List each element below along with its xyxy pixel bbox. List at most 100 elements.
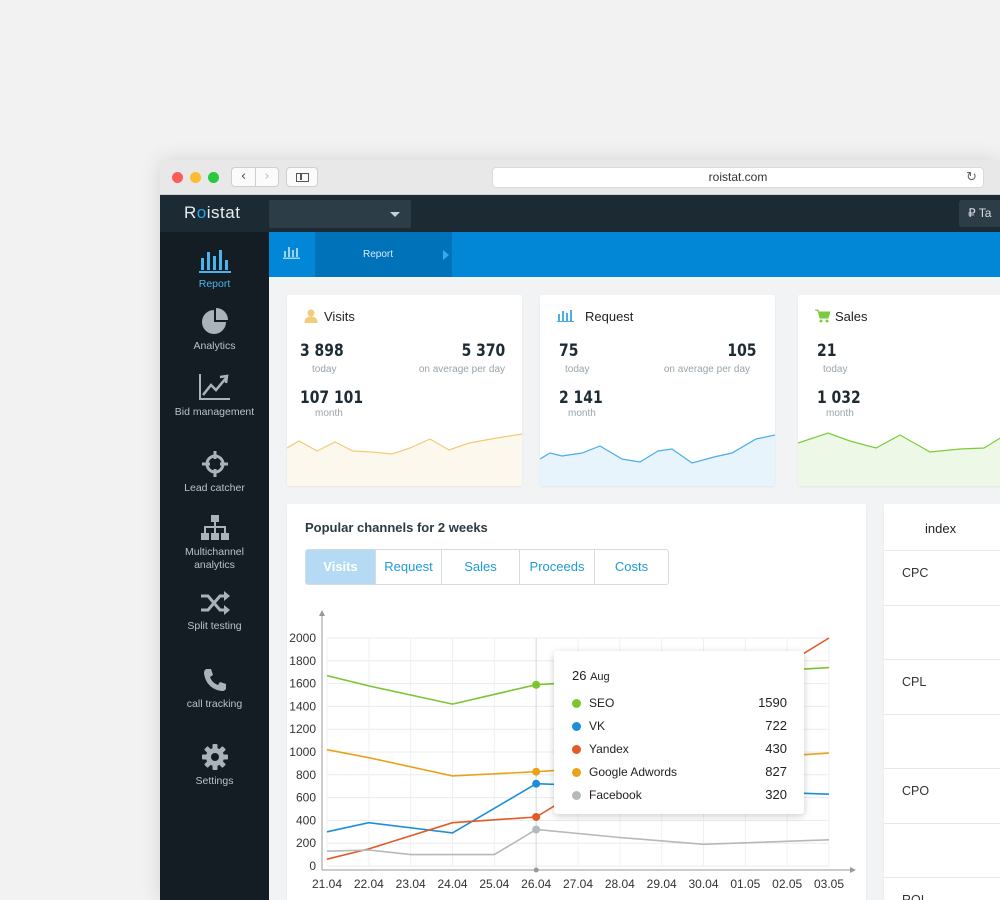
roistat-logo[interactable]: Roistat [184,203,241,222]
x-tick-label: 02.05 [772,877,802,891]
month-value: 107 101 [300,388,364,408]
y-tick-label: 400 [296,813,316,827]
reload-icon[interactable]: ↻ [966,170,977,185]
sales-button[interactable]: Sales [442,550,520,584]
x-tick-label: 26.04 [521,877,551,891]
request-sparkline [540,434,775,486]
maximize-window-button[interactable] [208,172,219,183]
sidebar-item-call-tracking[interactable]: call tracking [160,666,269,711]
legend-dot [572,745,581,754]
series-point [532,779,541,788]
series-name: Yandex [589,742,629,756]
table-row[interactable]: CPO [884,768,1000,823]
report-tab-bar: Report [269,232,1000,277]
average-label: on average per day [663,364,750,375]
tab-report[interactable]: Report [315,232,452,277]
series-value: 1590 [758,695,787,710]
today-label: today [823,364,848,375]
y-tick-label: 1800 [289,654,316,668]
bar-chart-icon[interactable] [283,245,300,259]
legend-dot [572,768,581,777]
series-name: Google Adwords [589,765,678,779]
crosshair-icon [201,451,228,477]
month-label: month [568,408,596,419]
month-value: 2 141 [559,388,603,408]
minimize-window-button[interactable] [190,172,201,183]
average-value: 5 370 [461,341,505,361]
x-tick-label: 03.05 [814,877,844,891]
sidebar-item-analytics[interactable]: Analytics [160,308,269,353]
person-icon [304,309,318,323]
sidebar-item-label: Split testing [187,620,242,632]
table-row[interactable] [884,713,1000,769]
y-tick-label: 800 [296,768,316,782]
table-row[interactable] [884,604,1000,660]
cart-icon [815,309,830,323]
tariff-button[interactable]: ₽ Ta [959,200,1000,227]
today-label: today [565,364,590,375]
gear-icon [201,744,228,770]
x-tick-label: 23.04 [396,877,426,891]
sidebar-item-split-testing[interactable]: Split testing [160,590,269,633]
forward-arrow-icon[interactable]: › [254,168,278,186]
url-text: roistat.com [708,170,768,184]
card-title: Request [585,309,634,324]
today-value: 75 [559,341,579,361]
costs-button[interactable]: Costs [614,559,649,574]
sidebar-item-label: Analytics [193,340,236,352]
series-value: 722 [765,718,787,733]
legend-dot [572,791,581,800]
series-name: SEO [589,696,615,710]
sidebar-toggle-button[interactable] [286,167,318,187]
tariff-label: Ta [978,206,992,220]
app-header: Roistat ₽ Ta [160,195,1000,232]
month-value: 1 032 [817,388,861,408]
index-label: CPC [902,566,929,580]
sidebar-item-bid-management[interactable]: Bid management [160,372,269,419]
sidebar-icon [296,173,309,182]
x-tick-label: 01.05 [730,877,760,891]
back-arrow-icon[interactable]: ‹ [240,169,247,184]
popular-channels-panel: Popular channels for 2 weeks Visits Requ… [287,504,866,900]
series-value: 827 [765,764,787,779]
trend-chart-icon [198,374,230,400]
address-bar[interactable]: roistat.com ↻ [492,167,984,188]
tooltip-row: Google Adwords 827 [572,764,787,782]
index-label: CPO [902,784,930,798]
series-value: 430 [765,741,787,756]
sidebar-item-label: Multichannel analytics [185,546,244,571]
table-row[interactable]: ROI [884,877,1000,900]
index-header: index [925,521,957,536]
sales-card: Sales 21 today 1 032 month [798,295,1000,486]
sidebar-item-lead-catcher[interactable]: Lead catcher [160,450,269,495]
table-row[interactable] [884,822,1000,878]
metric-button-group: Visits Request Sales Proceeds Costs [305,549,669,585]
proceeds-button[interactable]: Proceeds [520,550,595,584]
tooltip-row: SEO 1590 [572,695,787,713]
table-row[interactable]: CPC [884,550,1000,605]
project-select[interactable] [269,200,411,228]
index-label: ROI [902,893,925,900]
y-tick-label: 200 [296,836,316,850]
close-window-button[interactable] [172,172,183,183]
pie-chart-icon [201,308,228,334]
table-row[interactable]: CPL [884,659,1000,714]
legend-dot [572,699,581,708]
index-label: CPL [902,675,927,689]
visits-button[interactable]: Visits [306,550,376,584]
x-tick-label: 30.04 [688,877,718,891]
sidebar-item-multichannel-analytics[interactable]: Multichannel analytics [160,514,269,572]
bar-chart-icon [557,310,574,322]
panel-title: Popular channels for 2 weeks [305,520,488,535]
series-name: VK [589,719,606,733]
sidebar-item-report[interactable]: Report [160,246,269,291]
sidebar-item-settings[interactable]: Settings [160,743,269,788]
hierarchy-icon [200,515,229,540]
chevron-down-icon [390,212,400,217]
sales-sparkline [798,432,1000,486]
x-tick-label: 24.04 [437,877,467,891]
legend-dot [572,722,581,731]
browser-titlebar: ‹ › roistat.com ↻ [160,160,1000,195]
request-button[interactable]: Request [376,550,442,584]
series-line [326,828,830,856]
